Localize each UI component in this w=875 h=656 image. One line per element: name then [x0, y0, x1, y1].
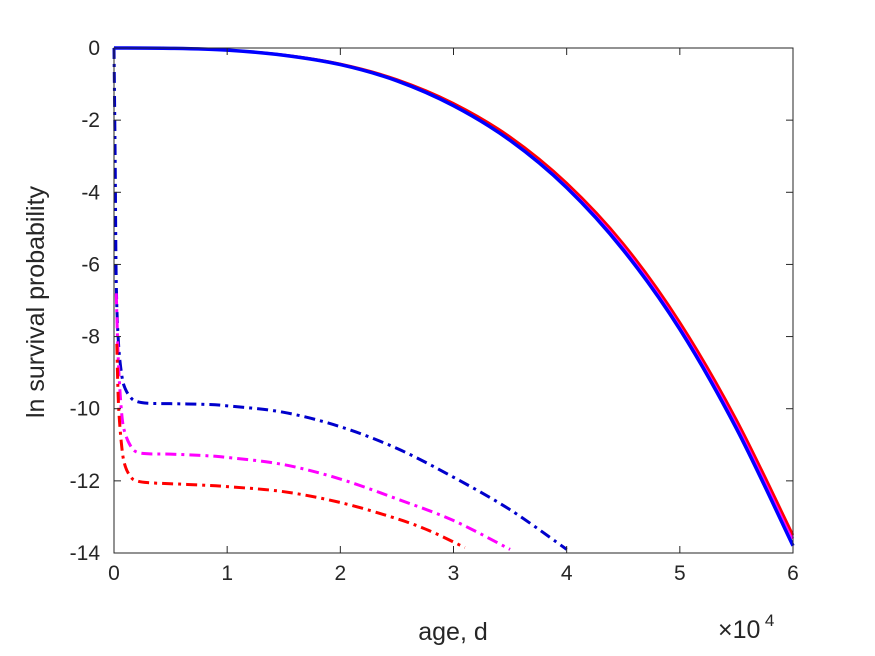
y-tick-label: -6: [81, 253, 100, 276]
x-tick-label: 3: [448, 562, 460, 585]
y-axis-label: ln survival probability: [22, 185, 50, 418]
y-tick-label: 0: [88, 37, 100, 60]
y-tick-label: -10: [70, 398, 100, 421]
x-tick-label: 0: [108, 562, 120, 585]
y-tick-label: -12: [70, 470, 100, 493]
x-tick-label: 6: [787, 562, 799, 585]
x-axis-exponent-base: ×10: [718, 616, 760, 644]
series-line-4: [114, 293, 511, 551]
x-axis-exponent-power: 4: [765, 611, 774, 630]
y-tick-label: -2: [81, 109, 100, 132]
y-tick-label: -14: [70, 542, 101, 565]
x-axis-ticks: 0 1 2 3 4 5 6: [108, 48, 799, 585]
series-line-5: [115, 343, 466, 549]
x-tick-label: 1: [221, 562, 233, 585]
series-layer: [112, 46, 795, 551]
x-tick-label: 5: [674, 562, 686, 585]
y-tick-label: -4: [81, 181, 100, 204]
y-axis-ticks: 0 -2 -4 -6 -8 -10 -12 -14: [70, 37, 793, 565]
x-axis-exponent: ×10 4: [718, 611, 774, 644]
plot-area: [114, 48, 793, 553]
x-tick-label: 4: [561, 562, 573, 585]
x-axis-label: age, d: [418, 618, 488, 646]
series-line-2: [113, 46, 795, 547]
y-tick-label: -8: [81, 326, 100, 349]
x-tick-label: 2: [334, 562, 346, 585]
